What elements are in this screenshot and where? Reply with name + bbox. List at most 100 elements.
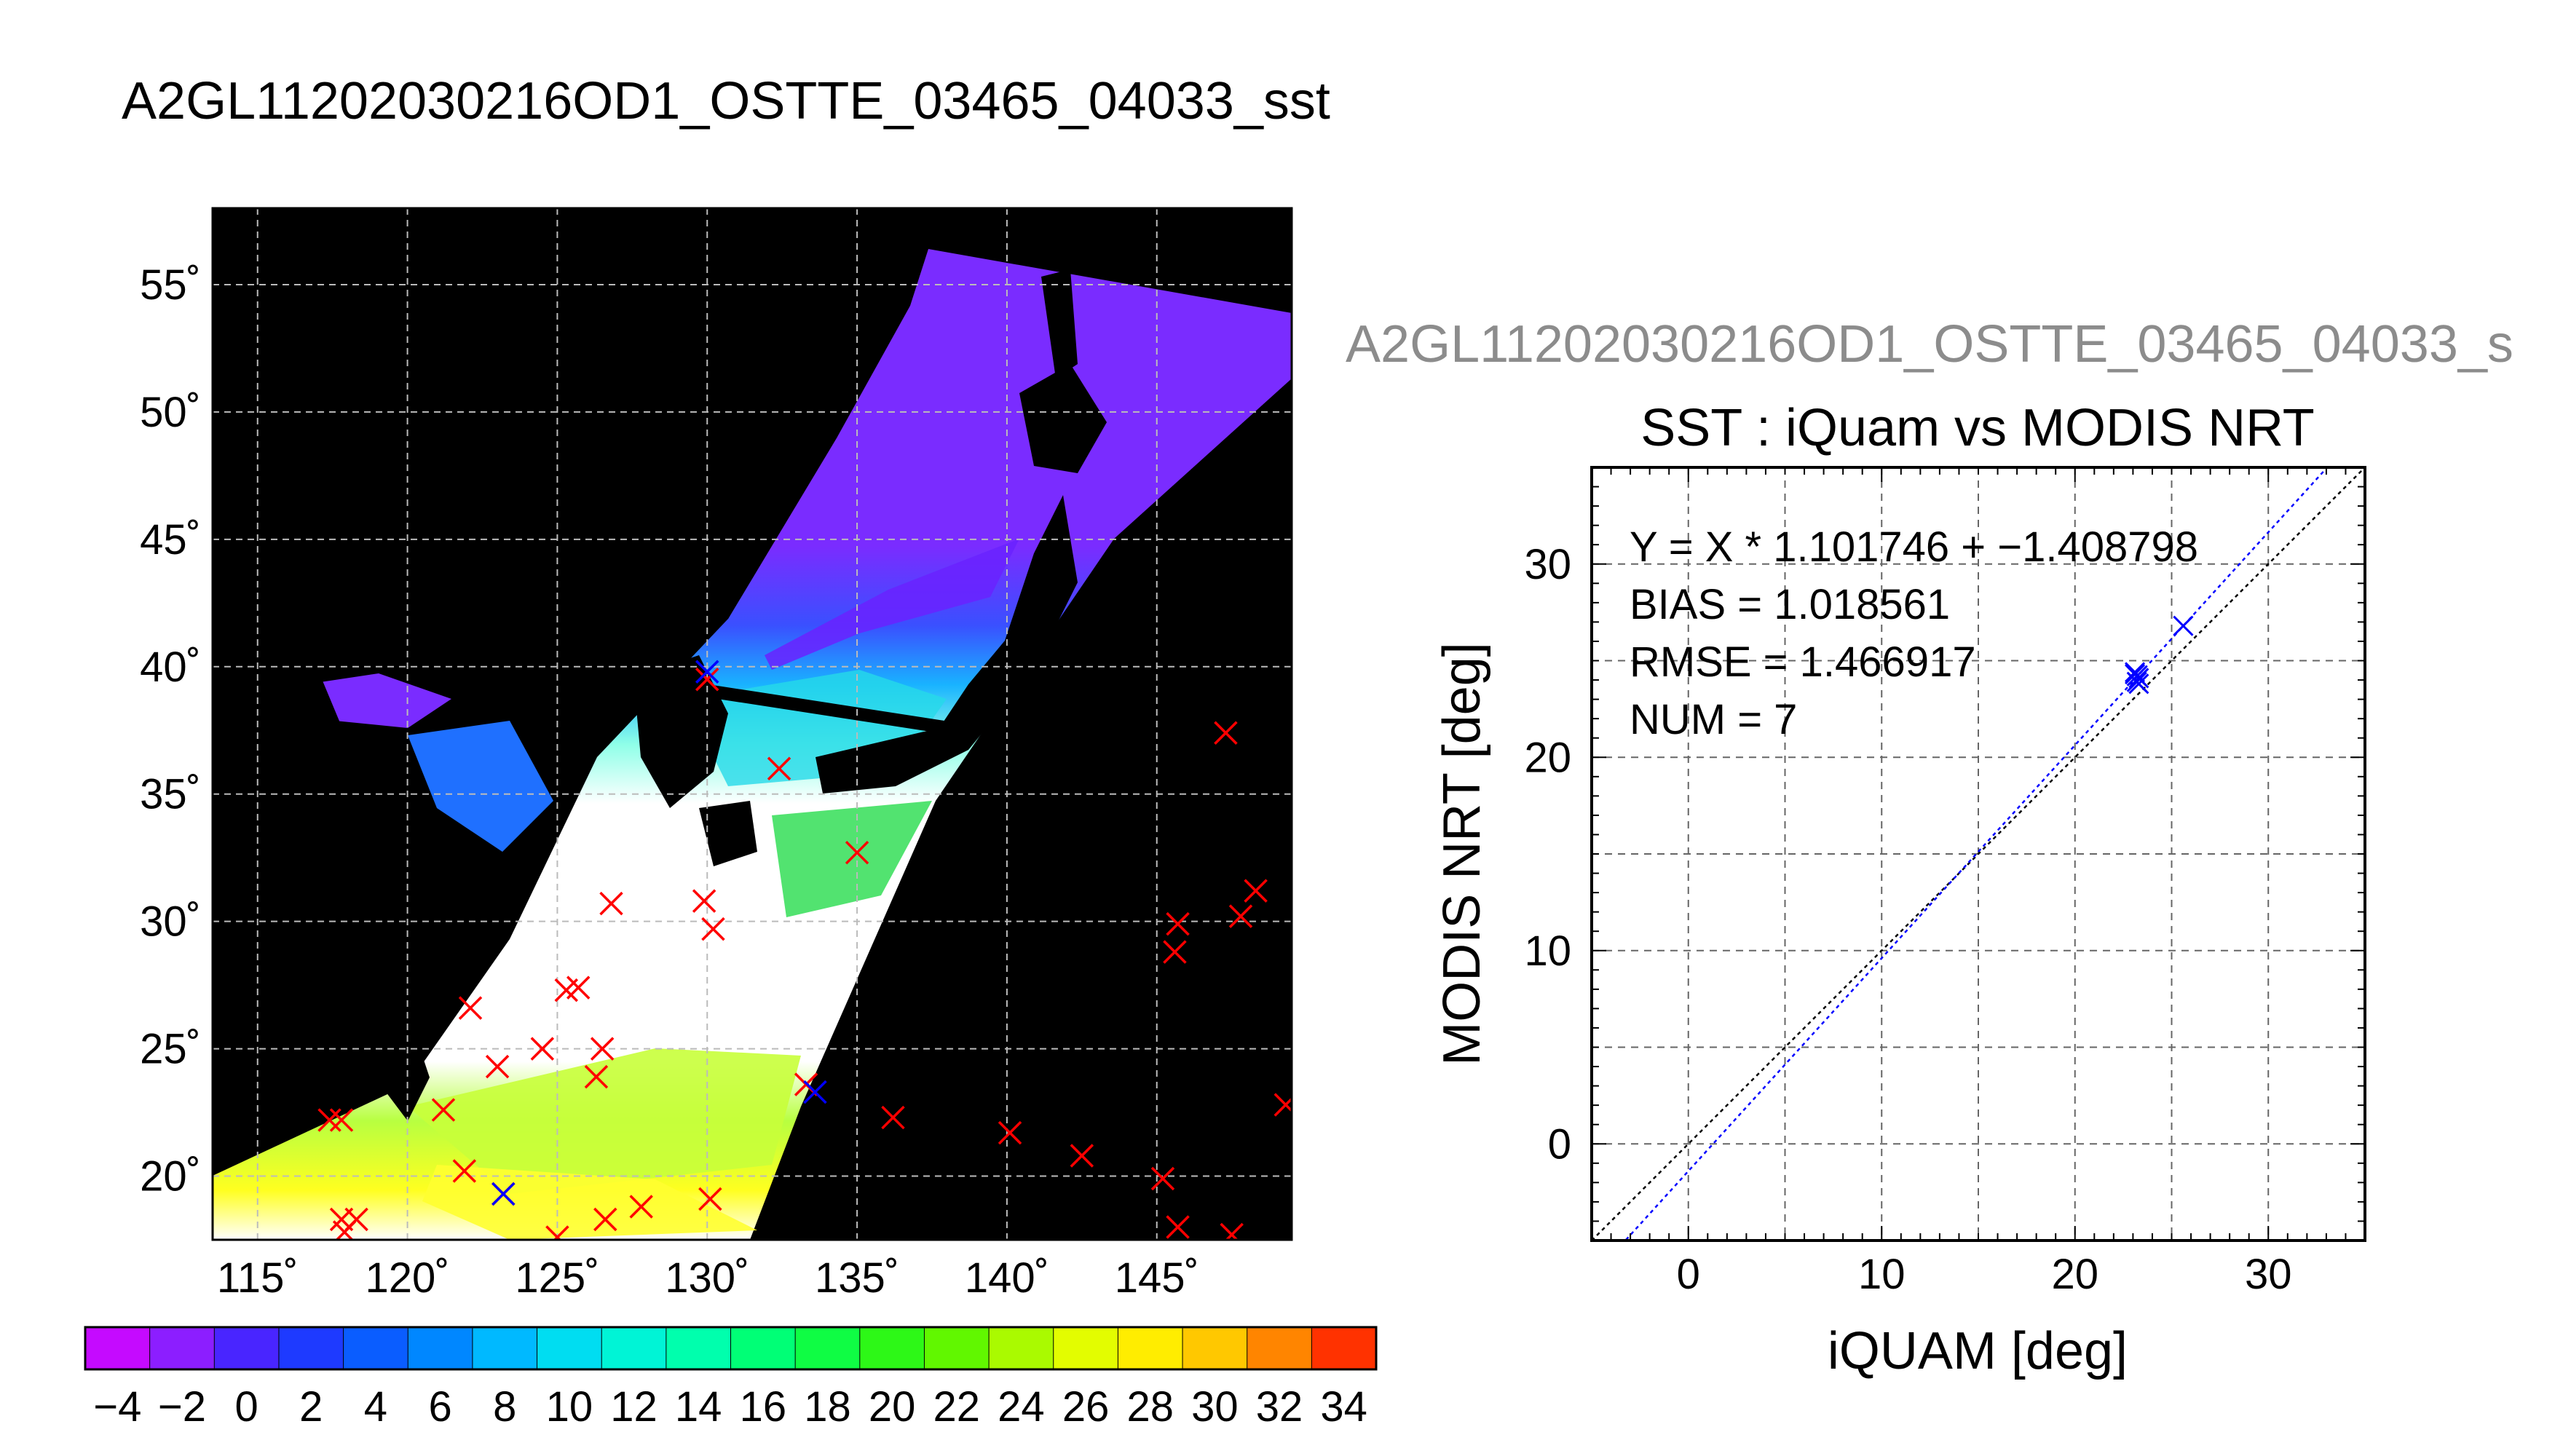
sst-patch-hokkaido-sea [765, 539, 1019, 670]
insitu-marker [1214, 721, 1238, 745]
colorbar: −4 −2 0 2 4 6 8 10 12 14 16 18 20 22 24 26 28 30 32 34 [84, 1326, 1378, 1431]
colorbar-tick-label: 14 [675, 1383, 722, 1431]
insitu-marker [545, 1225, 569, 1240]
insitu-marker [695, 668, 719, 692]
insitu-marker [1273, 1093, 1292, 1117]
scatter-points [2124, 615, 2194, 695]
insitu-marker [1166, 1215, 1190, 1239]
insitu-marker [593, 1207, 617, 1232]
colorbar-tick-label: −4 [93, 1383, 141, 1431]
map-x-tick-label: 115˚ [217, 1254, 299, 1302]
insitu-marker [998, 1120, 1022, 1145]
scatter-y-tick-label: 0 [1548, 1120, 1571, 1168]
map-y-tick-label: 40˚ [140, 644, 201, 691]
colorbar-tick-label: 18 [804, 1383, 851, 1431]
colorbar-cell [278, 1327, 344, 1369]
scatter-title: SST : iQuam vs MODIS NRT [1640, 399, 2315, 457]
scatter-panel: SST : iQuam vs MODIS NRT Y = X * 1.10174… [1433, 399, 2366, 1380]
scatter-y-tick-label: 10 [1524, 927, 1571, 975]
insitu-marker [584, 1064, 609, 1089]
scatter-file-title: A2GL11202030216OD1_OSTTE_03465_04033_s [1346, 315, 2513, 373]
insitu-marker [1228, 904, 1253, 928]
scatter-point [2124, 662, 2146, 683]
one-to-one-line [1592, 467, 2365, 1241]
colorbar-cell [1118, 1327, 1183, 1369]
map-grid [213, 208, 1292, 1240]
scatter-point [2173, 615, 2194, 636]
scatter-x-tick-label: 20 [2051, 1251, 2098, 1298]
insitu-marker [458, 996, 483, 1020]
insitu-marker [1220, 1222, 1244, 1240]
insitu-marker [1166, 911, 1190, 936]
colorbar-tick-label: 32 [1256, 1383, 1303, 1431]
colorbar-tick-label: 28 [1126, 1383, 1174, 1431]
map-panel: 115˚ 120˚ 125˚ 130˚ 135˚ 140˚ 145˚ 55˚ 50˚ 45˚ 40… [140, 207, 1293, 1302]
colorbar-tick-label: 24 [998, 1383, 1045, 1431]
map-y-tick-label: 25˚ [140, 1026, 201, 1073]
sst-patch-philippine [422, 1165, 757, 1240]
colorbar-cell [795, 1327, 861, 1369]
scatter-x-tick-label: 30 [2245, 1251, 2292, 1298]
map-x-tick-label: 130˚ [665, 1254, 749, 1302]
insitu-marker [881, 1105, 905, 1130]
colorbar-tick-label: 30 [1191, 1383, 1239, 1431]
map-y-tick-label: 35˚ [140, 771, 201, 818]
scatter-stat-line: Y = X * 1.101746 + −1.408798 [1630, 523, 2198, 571]
colorbar-cells [84, 1327, 1377, 1369]
colorbar-cell [1053, 1327, 1118, 1369]
map-markers [317, 660, 1292, 1240]
scatter-stats: Y = X * 1.101746 + −1.408798 BIAS = 1.018… [1630, 523, 2198, 743]
scatter-stat-line: NUM = 7 [1630, 696, 1797, 743]
insitu-marker [767, 756, 791, 780]
scatter-stat-line: BIAS = 1.018561 [1630, 581, 1950, 628]
colorbar-tick-labels: −4 −2 0 2 4 6 8 10 12 14 16 18 20 22 24 26 28 30 32 34 [93, 1383, 1367, 1431]
colorbar-cell [408, 1327, 473, 1369]
land-kyushu [699, 801, 757, 866]
colorbar-cell [666, 1327, 731, 1369]
colorbar-cell [1311, 1327, 1377, 1369]
colorbar-tick-label: 4 [364, 1383, 387, 1431]
matchup-marker [695, 660, 719, 684]
colorbar-cell [472, 1327, 538, 1369]
scatter-stat-line: RMSE = 1.466917 [1630, 638, 1976, 686]
insitu-marker [317, 1108, 341, 1132]
colorbar-cell [730, 1327, 796, 1369]
scatter-lines [1592, 467, 2365, 1241]
colorbar-tick-label: 6 [428, 1383, 451, 1431]
scatter-tick-labels: 0 10 20 30 0 10 20 30 [1524, 541, 2291, 1298]
sst-patch-south [408, 1048, 801, 1194]
colorbar-cell [537, 1327, 602, 1369]
colorbar-frame [84, 1326, 1378, 1371]
matchup-marker [803, 1080, 827, 1104]
scatter-point [2126, 665, 2147, 687]
map-x-tick-labels: 115˚ 120˚ 125˚ 130˚ 135˚ 140˚ 145˚ [217, 1254, 1199, 1302]
insitu-marker [452, 1159, 477, 1183]
insitu-marker [1070, 1144, 1094, 1168]
insitu-marker [431, 1098, 456, 1122]
colorbar-tick-label: 26 [1062, 1383, 1110, 1431]
map-y-tick-label: 45˚ [140, 516, 201, 563]
scatter-ylabel: MODIS NRT [deg] [1433, 642, 1491, 1066]
land-taiwan [386, 1034, 430, 1121]
map-x-tick-label: 120˚ [366, 1254, 450, 1302]
land-hokkaido [1019, 364, 1107, 473]
insitu-marker [554, 978, 579, 1002]
insitu-marker [629, 1195, 653, 1219]
colorbar-cell [343, 1327, 408, 1369]
main-title: A2GL11202030216OD1_OSTTE_03465_04033_sst [122, 72, 1330, 130]
scatter-ticks [1591, 467, 2366, 1241]
map-x-tick-label: 125˚ [515, 1254, 599, 1302]
scatter-x-tick-label: 0 [1677, 1251, 1700, 1298]
colorbar-cell [1247, 1327, 1312, 1369]
map-x-tick-label: 145˚ [1115, 1254, 1199, 1302]
colorbar-tick-label: 8 [493, 1383, 516, 1431]
regression-line [1624, 467, 2329, 1241]
insitu-marker [590, 1037, 615, 1061]
colorbar-cell [149, 1327, 215, 1369]
insitu-marker [599, 891, 623, 916]
colorbar-tick-label: −2 [158, 1383, 206, 1431]
colorbar-tick-label: 12 [610, 1383, 657, 1431]
map-y-tick-label: 50˚ [140, 389, 201, 436]
matchup-marker [491, 1182, 516, 1206]
scatter-y-tick-label: 30 [1524, 541, 1571, 588]
